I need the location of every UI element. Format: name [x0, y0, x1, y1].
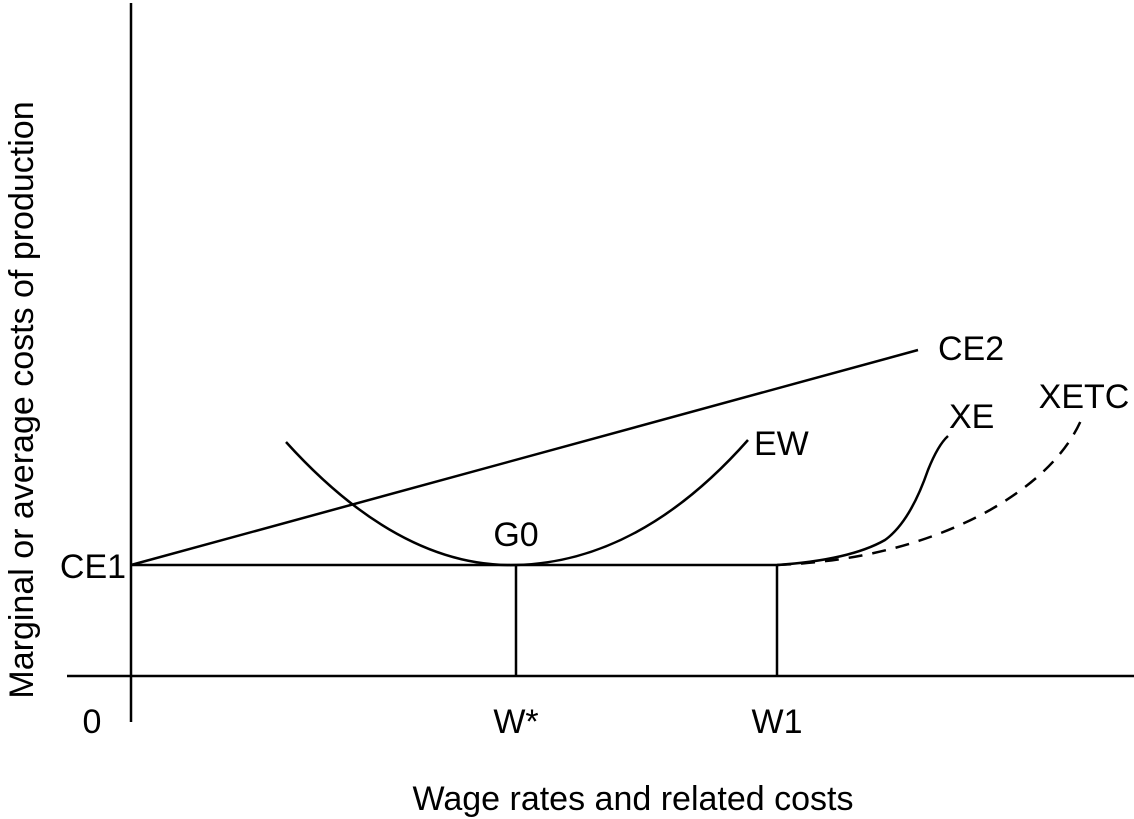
- xe-curve: [776, 435, 949, 567]
- origin-label: 0: [83, 703, 102, 741]
- xetc-curve: [776, 417, 1084, 567]
- ew-curve: [285, 439, 749, 567]
- g0-label: G0: [493, 516, 538, 554]
- ce2-label: CE2: [938, 330, 1004, 368]
- ce1-label: CE1: [60, 548, 126, 586]
- xetc-label: XETC: [1039, 378, 1130, 416]
- xe-label: XE: [949, 398, 994, 436]
- ce2-line: [130, 348, 919, 567]
- w-star-label: W*: [493, 703, 538, 741]
- x-axis-label: Wage rates and related costs: [413, 780, 854, 818]
- w1-label: W1: [752, 703, 803, 741]
- ew-label: EW: [754, 425, 809, 463]
- y-axis-label: Marginal or average costs of production: [3, 101, 41, 698]
